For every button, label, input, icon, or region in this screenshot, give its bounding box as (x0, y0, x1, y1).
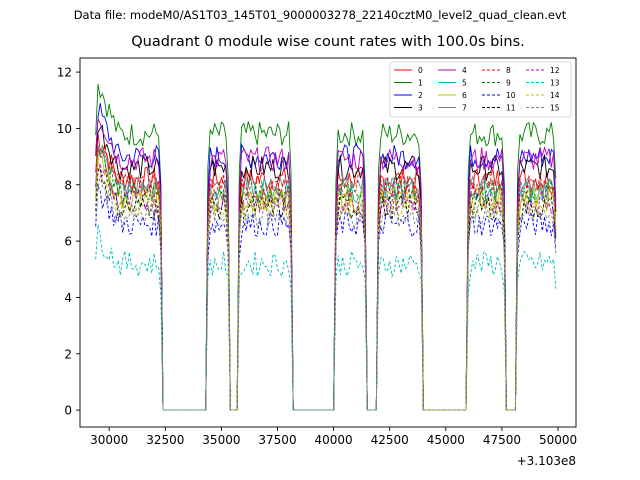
suptitle: Data file: modeM0/AS1T03_145T01_90000032… (73, 8, 567, 22)
plot-frame (79, 57, 577, 428)
x-tick-label: 35000 (202, 433, 240, 447)
series-line-1 (95, 84, 557, 411)
legend-label-0: 0 (418, 66, 423, 75)
series-line-3 (95, 124, 557, 411)
x-tick-label: 50000 (539, 433, 577, 447)
series-line-13 (95, 224, 557, 411)
legend-label-6: 6 (462, 91, 467, 100)
x-tick-label: 32500 (146, 433, 184, 447)
series-line-4 (95, 118, 557, 411)
y-tick-label: 4 (64, 291, 72, 305)
legend-label-8: 8 (506, 66, 511, 75)
y-tick-label: 10 (57, 122, 72, 136)
legend-label-14: 14 (550, 91, 560, 100)
legend-label-13: 13 (550, 79, 560, 88)
legend-box (389, 61, 572, 118)
x-tick-label: 45000 (427, 433, 465, 447)
x-tick-label: 37500 (258, 433, 296, 447)
legend-label-9: 9 (506, 79, 511, 88)
x-tick-label: 47500 (483, 433, 521, 447)
series-line-7 (95, 144, 557, 411)
legend-label-2: 2 (418, 91, 423, 100)
series-line-2 (95, 103, 557, 411)
legend-label-15: 15 (550, 104, 560, 113)
x-tick-label: 30000 (90, 433, 128, 447)
y-tick-label: 2 (64, 347, 72, 361)
series-line-10 (95, 184, 557, 411)
legend-label-4: 4 (462, 66, 467, 75)
x-offset-label: +3.103e8 (517, 454, 576, 468)
series-line-8 (95, 143, 557, 411)
series-line-9 (95, 148, 557, 411)
chart-title: Quadrant 0 module wise count rates with … (131, 34, 525, 50)
legend-label-11: 11 (506, 104, 516, 113)
x-tick-label: 40000 (315, 433, 353, 447)
y-tick-label: 8 (64, 178, 72, 192)
legend-label-5: 5 (462, 79, 467, 88)
y-tick-label: 6 (64, 235, 72, 249)
legend-label-1: 1 (418, 79, 423, 88)
series-line-0 (95, 133, 557, 411)
legend-label-12: 12 (550, 66, 560, 75)
y-tick-label: 0 (64, 404, 72, 418)
legend-label-10: 10 (506, 91, 516, 100)
x-tick-label: 42500 (371, 433, 409, 447)
y-tick-label: 12 (57, 66, 72, 80)
legend-label-7: 7 (462, 104, 467, 113)
axes-layer: 30000 32500 35000 37500 40000 42500 45000 47500… (57, 57, 577, 468)
series-line-15 (95, 175, 557, 411)
series-layer (95, 84, 557, 411)
legend-label-3: 3 (418, 104, 423, 113)
